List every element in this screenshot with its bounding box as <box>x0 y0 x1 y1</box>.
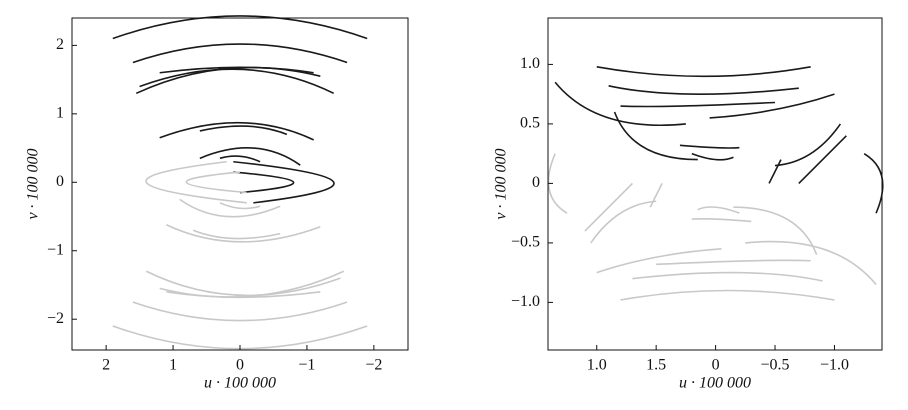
uv-arc <box>233 160 335 204</box>
uv-arc <box>691 218 752 223</box>
uv-arc <box>233 171 295 194</box>
uv-arc <box>145 160 247 204</box>
uv-arc <box>798 135 847 184</box>
y-tick-label: 0 <box>532 174 540 191</box>
uv-arc <box>733 206 818 256</box>
uv-arc <box>179 198 281 218</box>
uv-arc <box>199 125 288 136</box>
uv-arc <box>709 93 835 119</box>
uv-arc <box>608 85 799 95</box>
y-tick-label: 0.5 <box>520 115 540 132</box>
x-tick-label: 1.5 <box>646 357 666 374</box>
uv-arc <box>632 271 823 282</box>
uv-arc <box>219 202 261 210</box>
x-tick-label: −1 <box>298 357 315 374</box>
x-tick-label: −1.0 <box>820 357 849 374</box>
x-tick-label: 1 <box>169 357 177 374</box>
uv-arc <box>590 200 657 244</box>
uv-arc <box>159 66 314 74</box>
uv-arc <box>620 289 835 301</box>
uv-arc <box>768 159 782 184</box>
uv-arc <box>697 206 740 214</box>
x-tick-label: 1.0 <box>587 357 607 374</box>
uv-arc <box>547 153 568 214</box>
x-tick-label: −2 <box>365 357 382 374</box>
uv-arc <box>166 291 321 299</box>
y-tick-label: −1 <box>47 241 64 258</box>
uv-arc <box>656 259 811 266</box>
uv-arc <box>159 121 314 141</box>
uv-arc <box>863 152 884 214</box>
uv-arc <box>613 111 698 161</box>
uv-arc <box>596 248 722 274</box>
x-tick-label: 0 <box>712 357 720 374</box>
uv-arc <box>554 81 686 127</box>
uv-arc <box>112 15 368 40</box>
y-tick-label: −1.0 <box>511 293 540 310</box>
uv-arc <box>132 43 348 64</box>
y-tick-label: 2 <box>56 36 64 53</box>
y-tick-label: −2 <box>47 310 64 327</box>
uv-arc <box>132 301 348 322</box>
uv-arc <box>596 66 811 78</box>
uv-arc <box>679 144 740 149</box>
uv-arc <box>620 101 776 108</box>
uv-arc <box>139 68 335 95</box>
y-tick-label: 1 <box>56 105 64 122</box>
x-tick-label: −0.5 <box>761 357 790 374</box>
y-axis-label: v · 100 000 <box>25 148 42 219</box>
uv-arc <box>135 66 321 95</box>
plot-frame <box>547 17 883 351</box>
y-axis-label: v · 100 000 <box>493 148 510 219</box>
uv-arc <box>145 270 341 297</box>
uv-arc <box>691 152 734 161</box>
uv-arc <box>219 155 261 163</box>
x-tick-label: 0 <box>236 357 244 374</box>
uv-arc <box>185 171 247 194</box>
x-tick-label: 2 <box>102 357 110 374</box>
uv-arc <box>159 270 345 298</box>
uv-arc <box>649 183 663 208</box>
uv-arc <box>192 229 281 240</box>
uv-arc <box>584 182 633 232</box>
y-tick-label: 1.0 <box>520 55 540 72</box>
uv-arc <box>745 240 877 286</box>
y-tick-label: 0 <box>56 173 64 190</box>
uv-arc <box>166 224 321 243</box>
uv-arc <box>199 147 301 166</box>
y-tick-label: −0.5 <box>511 234 540 251</box>
x-axis-label: u · 100 000 <box>679 375 751 392</box>
x-axis-label: u · 100 000 <box>204 375 276 392</box>
uv-arc <box>774 123 842 167</box>
